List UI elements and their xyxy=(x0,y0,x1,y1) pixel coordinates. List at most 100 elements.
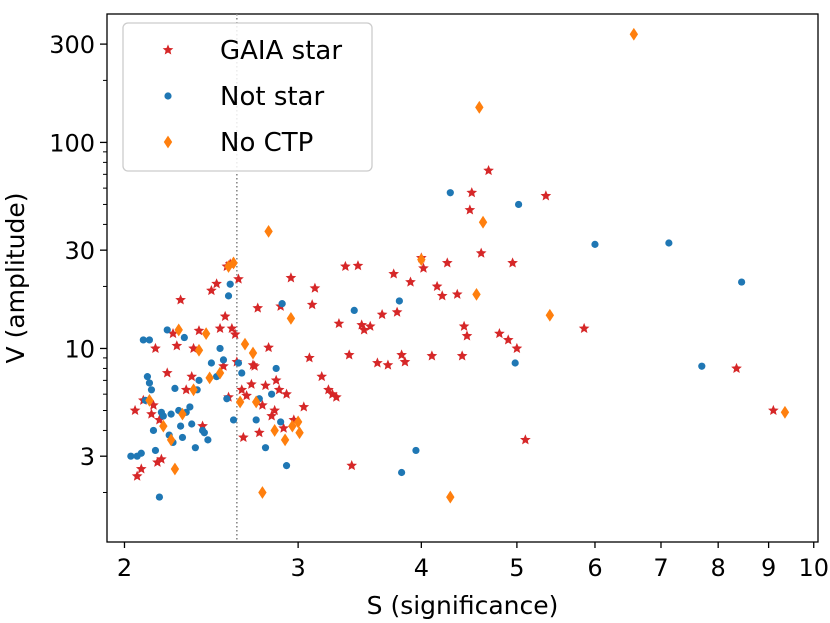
x-tick-label: 6 xyxy=(587,554,602,582)
data-point xyxy=(170,462,180,476)
data-point xyxy=(167,328,179,339)
data-point xyxy=(161,367,173,378)
y-tick-label: 30 xyxy=(64,237,95,265)
data-point xyxy=(146,408,157,419)
data-point xyxy=(282,462,291,470)
data-point xyxy=(483,164,494,176)
legend-label: GAIA star xyxy=(220,36,342,66)
data-point xyxy=(145,336,154,344)
data-point xyxy=(234,359,243,367)
legend-marker xyxy=(162,44,174,55)
data-point xyxy=(464,204,476,215)
data-point xyxy=(277,418,285,426)
data-point xyxy=(309,282,321,293)
data-point xyxy=(340,260,351,271)
data-point xyxy=(270,424,279,437)
data-point xyxy=(193,325,205,336)
data-point xyxy=(278,422,289,433)
data-point xyxy=(280,433,290,447)
data-point xyxy=(176,422,185,430)
data-point xyxy=(252,416,260,424)
data-point xyxy=(159,419,168,433)
data-point xyxy=(145,393,154,407)
x-tick-label: 7 xyxy=(653,554,668,582)
data-point xyxy=(665,239,673,247)
data-points xyxy=(127,27,790,504)
data-point xyxy=(768,404,779,416)
data-point xyxy=(204,436,212,444)
data-point xyxy=(214,322,226,334)
data-point xyxy=(248,346,258,360)
data-point xyxy=(229,416,238,424)
legend-entry: GAIA star xyxy=(162,36,342,66)
legend-label: No CTP xyxy=(220,128,313,158)
data-point xyxy=(286,311,296,325)
data-point xyxy=(494,328,505,339)
data-point xyxy=(446,490,455,504)
data-point xyxy=(511,359,519,367)
data-point xyxy=(191,444,199,452)
data-point xyxy=(333,318,345,329)
data-point xyxy=(545,308,555,322)
data-point xyxy=(502,334,514,345)
data-point xyxy=(261,444,270,452)
data-point xyxy=(188,420,196,428)
x-axis-title: S (significance) xyxy=(367,591,559,620)
series-no-ctp xyxy=(145,27,790,504)
data-point xyxy=(578,322,590,334)
data-point xyxy=(417,253,426,266)
data-point xyxy=(149,426,158,435)
data-point xyxy=(189,383,198,397)
data-point xyxy=(238,369,246,377)
data-point xyxy=(405,276,416,287)
data-point xyxy=(461,330,473,341)
data-point xyxy=(145,379,154,387)
y-tick-label: 10 xyxy=(64,335,95,363)
data-point xyxy=(293,415,303,429)
data-point xyxy=(272,364,280,373)
data-point xyxy=(166,433,176,447)
data-point xyxy=(372,357,383,368)
data-point xyxy=(253,427,265,438)
data-point xyxy=(591,240,599,248)
data-point xyxy=(346,460,358,471)
data-point xyxy=(731,362,742,373)
data-point xyxy=(206,284,217,296)
legend: GAIA star Not star No CTP xyxy=(122,22,373,172)
data-point xyxy=(399,356,411,367)
data-point xyxy=(451,288,463,299)
x-tick-label: 8 xyxy=(711,554,726,582)
x-tick-label: 3 xyxy=(290,554,305,582)
data-point xyxy=(238,431,249,442)
data-point xyxy=(143,373,152,381)
data-point xyxy=(266,410,277,421)
legend-marker xyxy=(164,92,172,100)
data-point xyxy=(137,449,145,457)
data-point xyxy=(520,434,531,445)
data-point xyxy=(156,453,167,464)
data-point xyxy=(278,300,286,308)
data-point xyxy=(147,386,156,394)
data-point xyxy=(241,390,252,401)
data-point xyxy=(629,27,639,41)
data-point xyxy=(395,297,403,305)
data-point xyxy=(249,360,260,371)
x-tick-label: 2 xyxy=(117,554,132,582)
data-point xyxy=(316,371,328,382)
data-point xyxy=(446,189,454,197)
data-point xyxy=(352,260,364,271)
data-point xyxy=(235,395,245,409)
data-point xyxy=(174,323,183,337)
data-point xyxy=(268,390,276,398)
data-point xyxy=(240,337,250,351)
data-point xyxy=(458,320,470,331)
data-point xyxy=(376,309,388,320)
data-point xyxy=(270,374,282,385)
data-point xyxy=(175,294,186,305)
legend-box xyxy=(122,22,373,172)
data-point xyxy=(150,342,161,353)
data-point xyxy=(358,324,370,335)
data-point xyxy=(515,200,523,209)
data-point xyxy=(260,380,271,391)
